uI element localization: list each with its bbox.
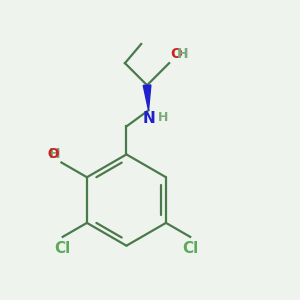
Text: H: H bbox=[176, 47, 188, 61]
Text: Cl: Cl bbox=[182, 241, 198, 256]
Text: O: O bbox=[38, 147, 60, 161]
Text: N: N bbox=[143, 111, 155, 126]
Text: Cl: Cl bbox=[55, 241, 71, 256]
Text: H: H bbox=[158, 111, 168, 124]
Polygon shape bbox=[143, 85, 151, 110]
Text: H: H bbox=[48, 147, 60, 161]
Text: O: O bbox=[171, 47, 182, 61]
